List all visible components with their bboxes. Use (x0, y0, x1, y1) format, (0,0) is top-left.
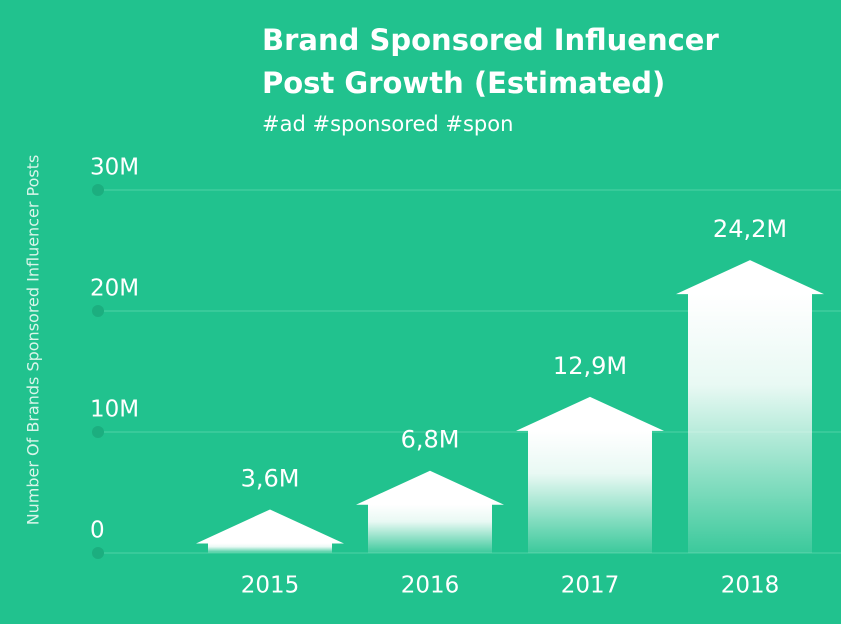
y-tick-label: 10M (90, 397, 139, 423)
value-label: 12,9M (553, 352, 627, 380)
grid-dot (92, 547, 104, 559)
x-tick-label: 2018 (721, 573, 780, 599)
y-tick-label: 20M (90, 276, 139, 302)
y-tick-label: 0 (90, 518, 105, 544)
arrow-bar (356, 470, 504, 553)
arrow-bar (516, 396, 664, 553)
arrow-bar (676, 260, 824, 553)
grid-dot (92, 305, 104, 317)
x-tick-label: 2015 (241, 573, 300, 599)
chart-title: Brand Sponsored Influencer (262, 23, 719, 57)
value-label: 3,6M (241, 464, 300, 492)
grid-dot (92, 184, 104, 196)
chart-title: Post Growth (Estimated) (262, 66, 665, 100)
y-tick-label: 30M (90, 155, 139, 181)
value-label: 6,8M (401, 426, 460, 454)
value-label: 24,2M (713, 215, 787, 243)
x-tick-label: 2016 (401, 573, 460, 599)
chart-subtitle: #ad #sponsored #spon (262, 112, 513, 136)
x-tick-label: 2017 (561, 573, 620, 599)
grid-dot (92, 426, 104, 438)
y-axis-label: Number Of Brands Sponsored Influencer Po… (24, 155, 43, 526)
arrow-bar (196, 509, 344, 553)
